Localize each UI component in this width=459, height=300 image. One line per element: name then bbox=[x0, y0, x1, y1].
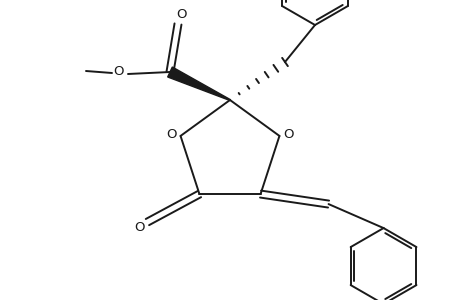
Text: O: O bbox=[283, 128, 293, 141]
Text: O: O bbox=[176, 8, 187, 20]
Polygon shape bbox=[168, 67, 230, 100]
Text: O: O bbox=[166, 128, 176, 141]
Text: O: O bbox=[134, 220, 145, 234]
Text: O: O bbox=[113, 64, 124, 77]
